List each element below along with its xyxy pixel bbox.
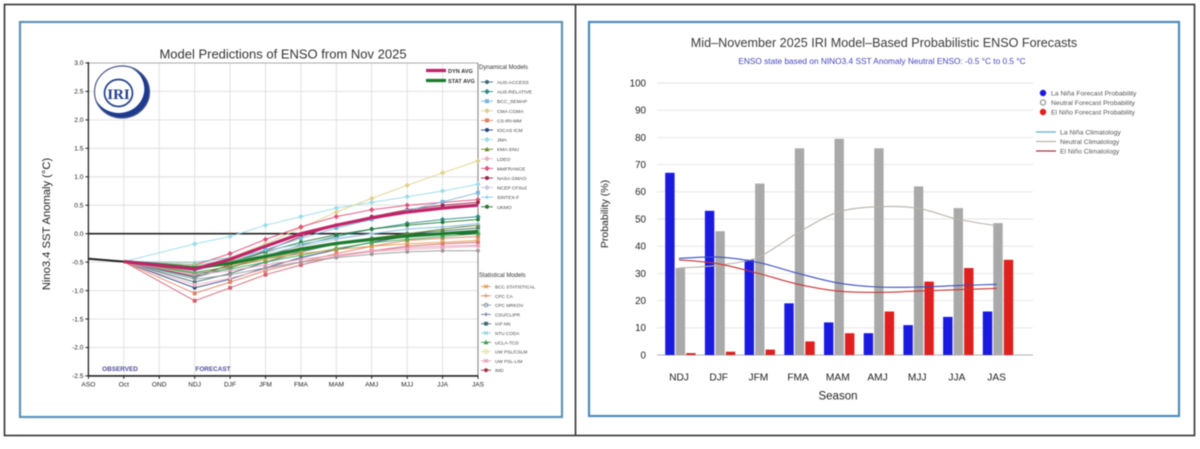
svg-text:NASA GMAO: NASA GMAO	[497, 176, 527, 182]
svg-text:NTU CODA: NTU CODA	[495, 331, 520, 336]
svg-text:10: 10	[635, 323, 646, 334]
svg-text:Neutral Climatology: Neutral Climatology	[1060, 139, 1120, 146]
svg-text:UW PSL-LIM: UW PSL-LIM	[495, 359, 522, 364]
svg-text:ENSO state based on NINO3.4 SS: ENSO state based on NINO3.4 SST Anomaly …	[738, 56, 1025, 66]
svg-text:Season: Season	[818, 391, 857, 403]
svg-text:20: 20	[635, 296, 646, 307]
svg-text:DYN AVG: DYN AVG	[448, 69, 473, 75]
svg-text:STAT AVG: STAT AVG	[448, 79, 475, 85]
svg-text:BCC STATISTICAL: BCC STATISTICAL	[495, 285, 536, 290]
svg-text:3.0: 3.0	[74, 60, 83, 67]
svg-text:FMA: FMA	[294, 381, 309, 388]
svg-text:IMD: IMD	[495, 368, 504, 373]
svg-text:IRI: IRI	[107, 87, 130, 103]
svg-text:40: 40	[635, 242, 646, 253]
svg-text:OND: OND	[152, 381, 167, 388]
svg-text:Statistical Models: Statistical Models	[479, 273, 526, 279]
svg-text:70: 70	[635, 160, 646, 171]
svg-text:OBSERVED: OBSERVED	[102, 366, 138, 373]
svg-text:Oct: Oct	[119, 381, 129, 388]
svg-text:El Niño Forecast Probability: El Niño Forecast Probability	[1051, 110, 1135, 117]
svg-text:-2.5: -2.5	[72, 373, 84, 380]
svg-text:1.0: 1.0	[74, 174, 83, 181]
svg-text:90: 90	[635, 106, 646, 117]
svg-text:CS-IRI-MM: CS-IRI-MM	[497, 118, 521, 124]
svg-text:ASO: ASO	[81, 381, 95, 388]
svg-text:50: 50	[635, 214, 646, 225]
svg-text:Probability (%): Probability (%)	[599, 180, 611, 248]
svg-text:DJF: DJF	[709, 373, 728, 384]
svg-text:AUS-ACCESS: AUS-ACCESS	[497, 80, 530, 86]
svg-text:CPC CA: CPC CA	[495, 294, 514, 299]
svg-text:-0.5: -0.5	[72, 259, 84, 266]
svg-text:FORECAST: FORECAST	[195, 366, 230, 373]
svg-text:Model Predictions of ENSO from: Model Predictions of ENSO from Nov 2025	[159, 47, 406, 62]
svg-text:60: 60	[635, 187, 646, 198]
svg-text:JMA: JMA	[497, 138, 508, 144]
svg-text:IOCAS ICM: IOCAS ICM	[497, 128, 523, 134]
svg-text:Mid–November 2025 IRI Model–Ba: Mid–November 2025 IRI Model–Based Probab…	[691, 36, 1077, 50]
svg-text:Nino3.4 SST Anomaly (°C): Nino3.4 SST Anomaly (°C)	[41, 158, 53, 291]
svg-text:2.0: 2.0	[74, 117, 83, 124]
svg-text:-1.5: -1.5	[72, 316, 84, 323]
svg-text:2.5: 2.5	[74, 89, 83, 96]
svg-text:Neutral Forecast Probability: Neutral Forecast Probability	[1051, 100, 1135, 107]
svg-text:DJF: DJF	[224, 381, 236, 388]
svg-text:JFM: JFM	[748, 373, 768, 384]
svg-text:FMA: FMA	[787, 373, 809, 384]
svg-text:El Niño Climatology: El Niño Climatology	[1060, 149, 1120, 156]
svg-text:MJJ: MJJ	[401, 381, 413, 388]
svg-text:UKMO: UKMO	[497, 205, 512, 211]
svg-text:80: 80	[635, 133, 646, 144]
svg-text:1.5: 1.5	[74, 146, 83, 153]
svg-text:0.5: 0.5	[74, 202, 83, 209]
svg-text:AMJ: AMJ	[867, 373, 887, 384]
svg-text:AUS-RELATIVE: AUS-RELATIVE	[497, 90, 533, 96]
svg-text:NDJ: NDJ	[188, 381, 201, 388]
svg-text:30: 30	[635, 269, 646, 280]
svg-text:KMA SNU: KMA SNU	[497, 147, 519, 153]
svg-text:AMJ: AMJ	[365, 381, 378, 388]
svg-text:MetFRANCE: MetFRANCE	[497, 166, 526, 172]
svg-text:Dynamical Models: Dynamical Models	[479, 65, 528, 71]
svg-text:JAS: JAS	[472, 381, 485, 388]
svg-text:IAP NN: IAP NN	[495, 322, 511, 327]
svg-text:MAM: MAM	[826, 373, 850, 384]
svg-text:0.0: 0.0	[74, 231, 83, 238]
svg-text:JFM: JFM	[259, 381, 272, 388]
svg-text:NDJ: NDJ	[669, 373, 689, 384]
svg-text:JJA: JJA	[437, 381, 449, 388]
svg-text:BCC_SEMAP: BCC_SEMAP	[497, 99, 527, 105]
svg-text:100: 100	[630, 78, 647, 89]
svg-text:JJA: JJA	[948, 373, 965, 384]
svg-text:MJJ: MJJ	[908, 373, 927, 384]
svg-text:CSU/CLIPR: CSU/CLIPR	[495, 312, 521, 317]
svg-text:0: 0	[641, 350, 647, 361]
svg-text:La Niña Climatology: La Niña Climatology	[1060, 130, 1121, 137]
svg-text:-2.0: -2.0	[72, 345, 84, 352]
svg-text:LDEO: LDEO	[497, 157, 511, 163]
svg-text:-1.0: -1.0	[72, 288, 84, 295]
svg-text:UCLA-TCD: UCLA-TCD	[495, 340, 519, 345]
svg-text:La Niña Forecast Probability: La Niña Forecast Probability	[1051, 91, 1137, 98]
svg-text:SINTEX-F: SINTEX-F	[497, 195, 519, 201]
svg-text:CMA CGMA: CMA CGMA	[497, 109, 524, 115]
svg-text:MAM: MAM	[329, 381, 344, 388]
svg-text:UW PSL/CSLM: UW PSL/CSLM	[495, 350, 527, 355]
svg-text:JAS: JAS	[987, 373, 1006, 384]
svg-text:NCEP CFSv2: NCEP CFSv2	[497, 186, 527, 192]
svg-text:CPC MRKOV: CPC MRKOV	[495, 303, 524, 308]
